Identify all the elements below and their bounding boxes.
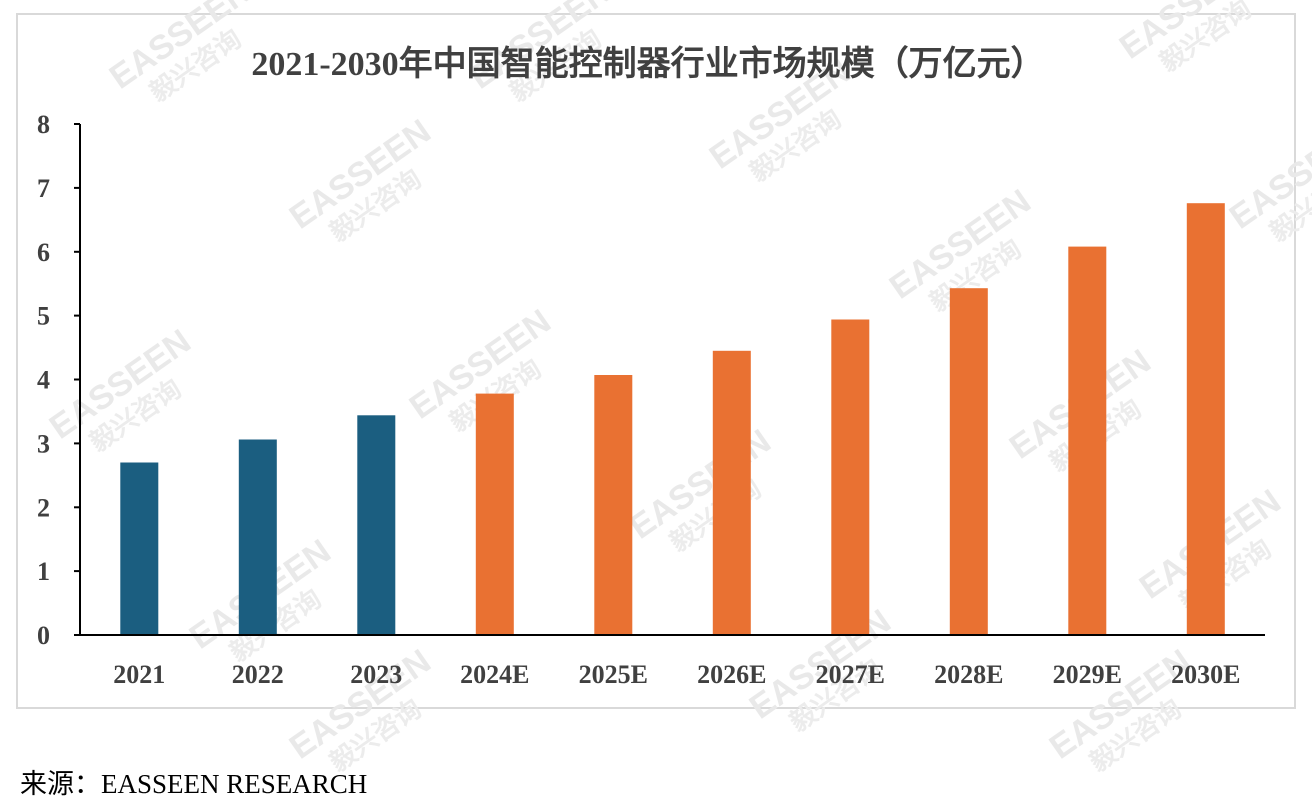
bar-2022 <box>238 439 277 635</box>
y-tick-label: 7 <box>37 174 50 203</box>
x-axis-ticks: 2021 2022 2023 2024E 2025E 2026E 2027E 2028E 202… <box>113 660 1240 689</box>
x-tick-label: 2021 <box>113 660 165 689</box>
source-prefix: 来源： <box>20 769 101 799</box>
bar-2025e <box>594 375 633 635</box>
bars-group <box>120 203 1225 635</box>
bar-2021 <box>120 462 159 635</box>
bar-2029e <box>1068 246 1107 635</box>
bar-2030e <box>1186 203 1225 635</box>
y-tick-label: 4 <box>37 366 50 395</box>
x-tick-label: 2027E <box>816 660 885 689</box>
y-tick-label: 2 <box>37 493 50 522</box>
y-tick-label: 0 <box>37 621 50 650</box>
bar-2023 <box>357 415 396 635</box>
x-tick-label: 2026E <box>697 660 766 689</box>
x-tick-label: 2024E <box>460 660 529 689</box>
y-tick-label: 8 <box>37 110 50 139</box>
y-tick-label: 5 <box>37 302 50 331</box>
chart-title: 2021-2030年中国智能控制器行业市场规模（万亿元） <box>251 44 1044 83</box>
x-tick-label: 2023 <box>350 660 402 689</box>
y-tick-label: 3 <box>37 429 50 458</box>
x-tick-label: 2030E <box>1171 660 1240 689</box>
source-name: EASSEEN RESEARCH <box>101 769 368 799</box>
y-tick-label: 1 <box>37 557 50 586</box>
source-note: 来源：EASSEEN RESEARCH <box>20 762 367 801</box>
x-tick-label: 2029E <box>1053 660 1122 689</box>
bar-2027e <box>831 319 870 635</box>
x-tick-label: 2022 <box>232 660 284 689</box>
x-tick-label: 2028E <box>934 660 1003 689</box>
bar-2024e <box>475 393 514 635</box>
bar-2028e <box>949 288 988 635</box>
x-tick-label: 2025E <box>579 660 648 689</box>
bar-2026e <box>712 350 751 635</box>
y-axis-ticks: 0 1 2 3 4 5 6 7 8 <box>37 110 80 650</box>
y-tick-label: 6 <box>37 238 50 267</box>
